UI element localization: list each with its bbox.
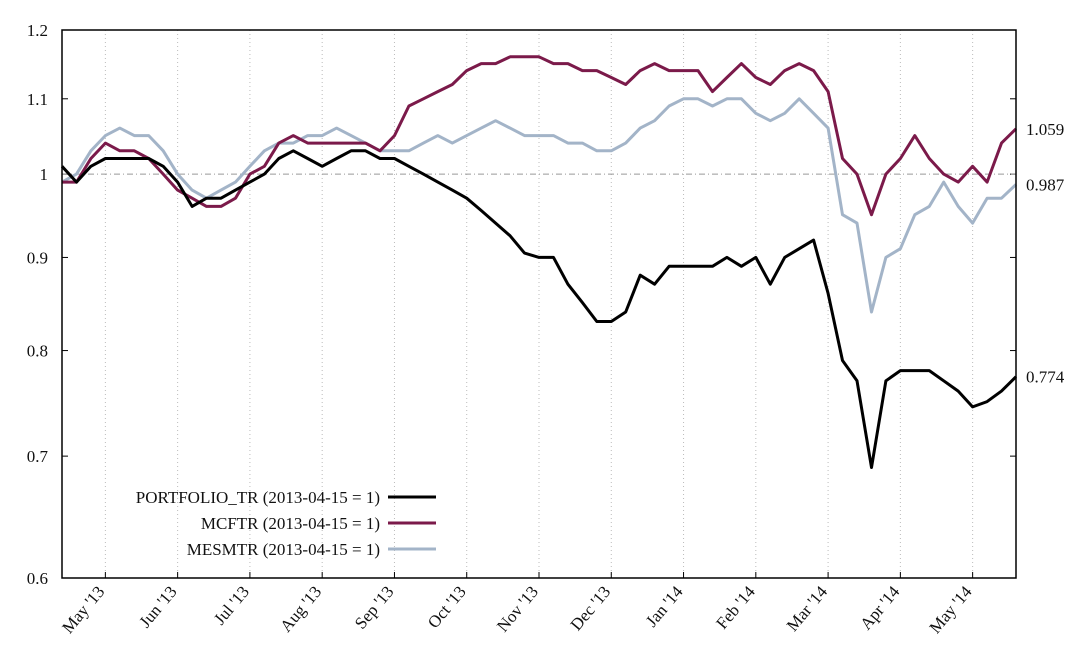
x-tick-label: Mar '14 [783, 582, 832, 635]
legend-label: MCFTR (2013-04-15 = 1) [201, 514, 380, 533]
x-tick-label: May '13 [58, 582, 108, 637]
x-tick-label: Apr '14 [856, 582, 903, 633]
y-tick-label: 0.8 [27, 342, 48, 361]
legend-label: PORTFOLIO_TR (2013-04-15 = 1) [136, 488, 380, 507]
x-tick-label: May '14 [925, 582, 976, 637]
end-label: 0.774 [1026, 368, 1065, 387]
end-label: 1.059 [1026, 120, 1064, 139]
series-line [61, 97, 1018, 314]
plot-frame [61, 29, 1017, 579]
x-tick-label: Jan '14 [642, 582, 687, 631]
x-tick-label: Jul '13 [210, 582, 253, 628]
y-tick-label: 0.9 [27, 248, 48, 267]
x-tick-label: Oct '13 [424, 582, 470, 632]
y-tick-label: 0.6 [27, 569, 48, 588]
x-tick-label: Feb '14 [712, 582, 759, 633]
x-tick-label: Jun '13 [135, 582, 180, 631]
end-label: 0.987 [1026, 175, 1065, 194]
x-tick-label: Sep '13 [351, 582, 398, 632]
x-tick-label: Dec '13 [567, 582, 615, 634]
series-line [62, 55, 1018, 217]
legend-label: MESMTR (2013-04-15 = 1) [187, 540, 380, 559]
x-tick-label: Nov '13 [493, 582, 542, 635]
x-tick-label: Aug '13 [276, 582, 325, 635]
y-tick-label: 1.1 [27, 90, 48, 109]
y-tick-label: 0.7 [27, 447, 49, 466]
series-line [60, 149, 1018, 469]
y-tick-label: 1.2 [27, 21, 48, 40]
y-tick-label: 1 [40, 165, 49, 184]
